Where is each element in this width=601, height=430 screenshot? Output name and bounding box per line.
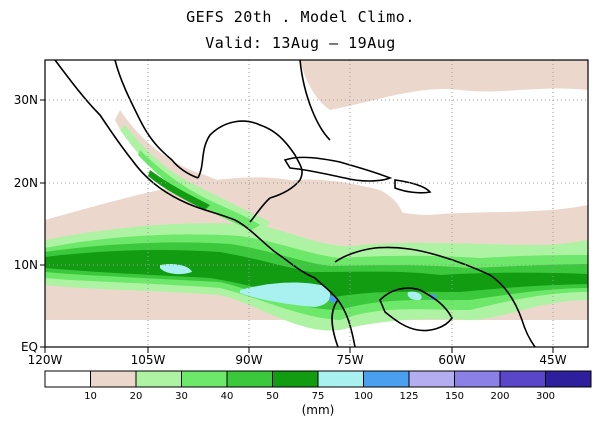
axis-ticks: [40, 99, 554, 353]
legend-swatch: [499, 370, 546, 388]
precip-75-region: [160, 263, 192, 275]
coastlines: [54, 60, 536, 347]
legend-label: 125: [399, 391, 418, 402]
color-legend: 10 20 30 40 50 75 100 125 150 200 300: [44, 370, 592, 402]
lon-label: 105W: [131, 353, 166, 367]
lon-label: 60W: [438, 353, 465, 367]
precip-50-region: [148, 170, 210, 210]
precip-10-region: [270, 179, 404, 230]
lat-label: EQ: [21, 340, 38, 354]
precip-50-region: [45, 249, 588, 298]
precip-75-region: [240, 282, 331, 307]
legend-swatch: [363, 370, 410, 388]
legend-swatch: [135, 370, 182, 388]
lon-label: 75W: [336, 353, 363, 367]
legend-label: 200: [490, 391, 509, 402]
lon-label: 45W: [539, 353, 566, 367]
precip-30-region: [138, 150, 260, 230]
legend-label: 100: [354, 391, 373, 402]
map-frame: [44, 59, 589, 348]
legend-swatch: [272, 370, 319, 388]
legend-label: 50: [266, 391, 279, 402]
legend-label: 75: [312, 391, 325, 402]
legend-label: 30: [175, 391, 188, 402]
legend-swatch: [226, 370, 273, 388]
lat-label: 20N: [14, 176, 38, 190]
legend-swatch: [44, 370, 91, 388]
lon-label: 120W: [28, 353, 63, 367]
legend-label: 40: [221, 391, 234, 402]
legend-swatch: [454, 370, 501, 388]
lat-label: 10N: [14, 258, 38, 272]
legend-label: 10: [84, 391, 97, 402]
legend-label: 20: [130, 391, 143, 402]
legend-swatch: [317, 370, 364, 388]
lon-label: 90W: [235, 353, 262, 367]
valid-period: Valid: 13Aug — 19Aug: [205, 34, 396, 52]
legend-label: 300: [536, 391, 555, 402]
gridlines: [45, 60, 588, 347]
legend-swatch: [408, 370, 455, 388]
legend-label: 150: [445, 391, 464, 402]
lat-label: 30N: [14, 93, 38, 107]
precip-20-region: [120, 125, 270, 232]
precip-75-region: [407, 291, 422, 301]
legend-swatch: [545, 370, 592, 388]
map-title: GEFS 20th . Model Climo.: [186, 8, 415, 26]
legend-unit: (mm): [302, 403, 335, 417]
precip-10-region: [300, 60, 588, 110]
legend-swatch: [90, 370, 137, 388]
legend-swatch: [181, 370, 228, 388]
